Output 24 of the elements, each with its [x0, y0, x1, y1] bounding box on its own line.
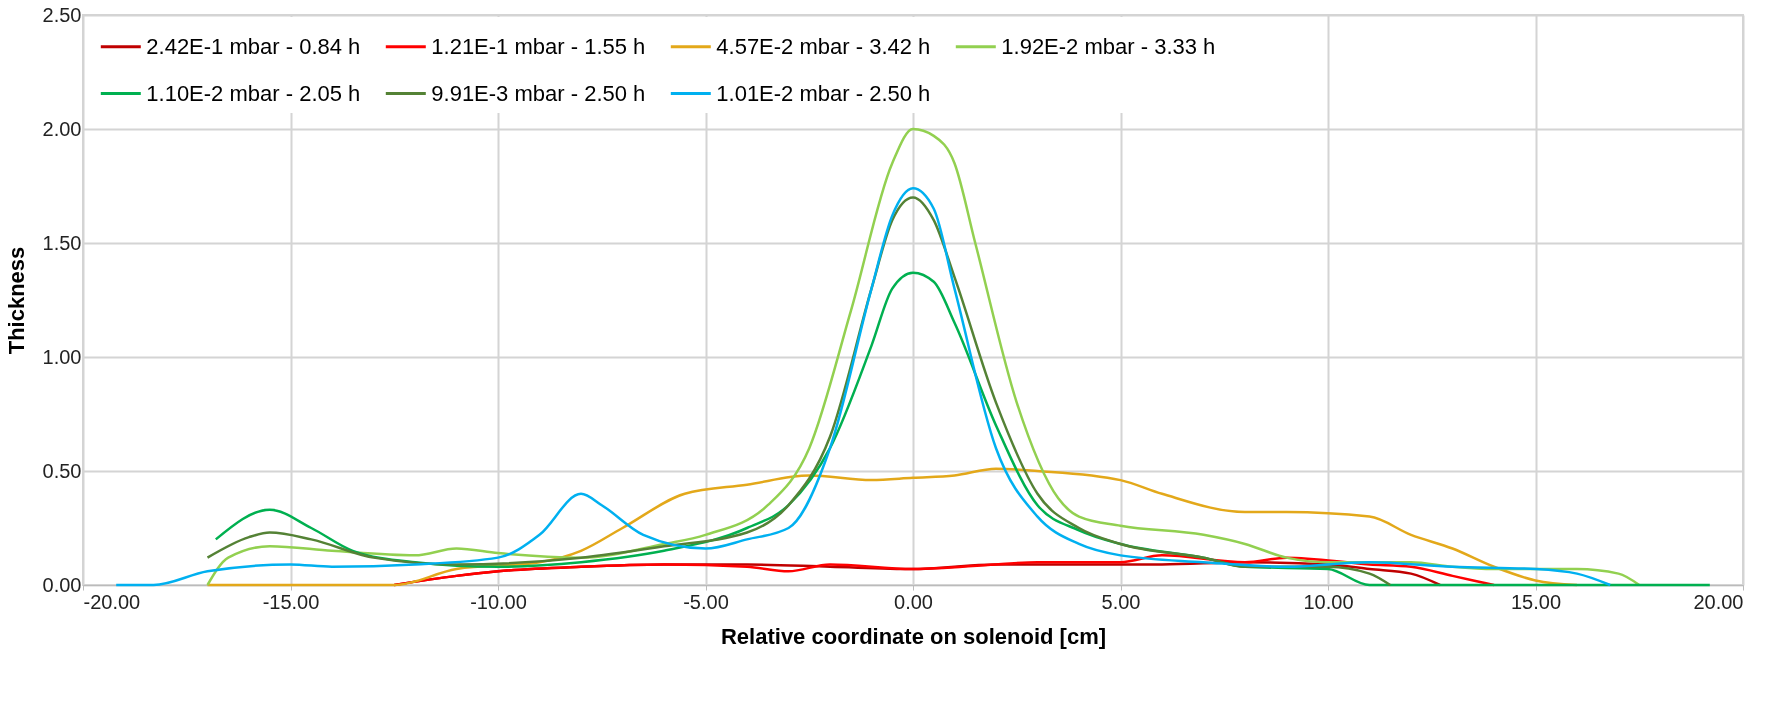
- y-tick-label: 2.00: [42, 117, 82, 140]
- x-tick-label: 10.00: [1303, 590, 1354, 613]
- x-axis-title: Relative coordinate on solenoid [cm]: [720, 623, 1107, 649]
- legend-label: 1.01E-2 mbar - 2.50 h: [716, 80, 931, 106]
- x-tick-label: 5.00: [1101, 590, 1141, 613]
- legend-label: 1.21E-1 mbar - 1.55 h: [431, 33, 646, 59]
- x-tick-label: -10.00: [470, 590, 527, 613]
- y-tick-label: 0.00: [42, 573, 82, 596]
- y-tick-label: 1.00: [42, 345, 82, 368]
- x-tick-label: -5.00: [683, 590, 729, 613]
- y-tick-label: 2.50: [42, 3, 82, 26]
- legend-label: 1.10E-2 mbar - 2.05 h: [146, 80, 361, 106]
- x-tick-label: 15.00: [1510, 590, 1562, 613]
- legend-label: 1.92E-2 mbar - 3.33 h: [1001, 33, 1216, 59]
- x-tick-label: -20.00: [83, 590, 141, 613]
- legend-label: 9.91E-3 mbar - 2.50 h: [431, 80, 646, 106]
- legend-label: 4.57E-2 mbar - 3.42 h: [716, 33, 931, 59]
- x-tick-label: 20.00: [1693, 590, 1744, 613]
- x-tick-label: -15.00: [262, 590, 320, 613]
- legend-label: 2.42E-1 mbar - 0.84 h: [146, 33, 361, 59]
- x-tick-label: 0.00: [894, 590, 933, 613]
- y-tick-label: 0.50: [42, 459, 82, 482]
- y-tick-label: 1.50: [42, 231, 82, 254]
- y-axis-title: Thickness: [3, 246, 29, 355]
